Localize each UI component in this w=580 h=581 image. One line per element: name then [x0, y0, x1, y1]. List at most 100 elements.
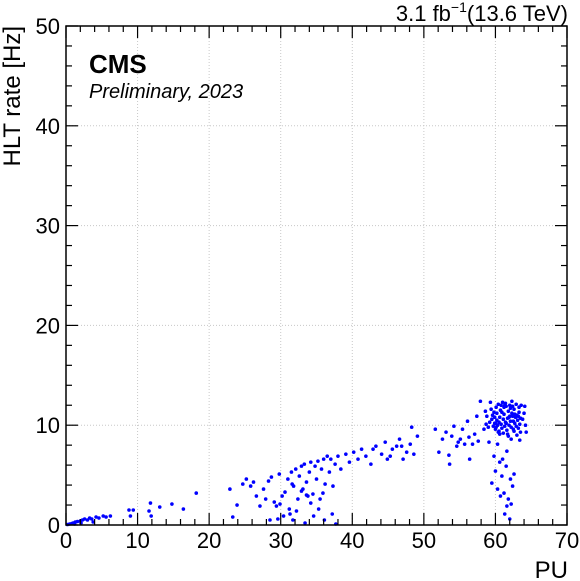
lumi-exponent: −1	[451, 0, 467, 15]
data-point	[512, 412, 517, 417]
x-tick-labels: 0 10 20 30 40 50 60 70	[60, 528, 579, 553]
data-point	[509, 502, 513, 506]
data-point	[497, 420, 501, 425]
data-point	[311, 514, 316, 518]
data-point	[497, 460, 502, 464]
data-point	[511, 419, 516, 424]
data-point	[512, 429, 516, 433]
data-point	[512, 407, 516, 412]
data-point	[496, 402, 501, 407]
data-point	[276, 517, 280, 521]
data-point	[268, 518, 272, 522]
data-point	[494, 405, 498, 410]
data-point	[524, 430, 529, 434]
data-point	[409, 425, 414, 429]
y-tick-labels: 0 10 20 30 40 50	[36, 14, 60, 538]
data-point	[383, 440, 388, 444]
x-tick-label: 60	[483, 528, 507, 553]
data-point	[517, 422, 522, 427]
data-point	[522, 411, 526, 416]
data-point	[495, 411, 499, 416]
data-point	[404, 450, 409, 454]
data-point	[307, 470, 312, 474]
data-point	[379, 452, 384, 456]
data-point	[294, 509, 299, 513]
data-point	[254, 494, 259, 498]
data-point	[235, 503, 239, 507]
x-tick-label: 0	[60, 528, 72, 553]
data-point	[444, 430, 448, 434]
axis-ticks	[65, 25, 568, 526]
data-point	[131, 508, 136, 512]
data-point	[493, 421, 498, 426]
data-point	[319, 467, 324, 471]
x-tick-label: 30	[268, 528, 292, 553]
data-point	[492, 410, 496, 415]
data-point	[316, 507, 321, 511]
data-point	[465, 419, 470, 424]
data-point	[415, 434, 420, 438]
data-point	[157, 505, 162, 509]
data-point	[325, 454, 330, 458]
data-point	[308, 460, 313, 464]
data-point	[505, 428, 509, 432]
data-point	[272, 500, 277, 504]
data-point	[510, 399, 514, 404]
data-point	[286, 477, 290, 481]
data-point	[390, 447, 395, 451]
data-point	[356, 457, 360, 461]
data-point	[517, 410, 521, 415]
data-point	[311, 492, 315, 496]
data-point	[251, 480, 256, 484]
y-tick-label: 30	[36, 214, 60, 239]
data-point	[329, 457, 333, 461]
data-point	[452, 424, 456, 428]
data-point	[515, 433, 519, 437]
data-point	[291, 518, 295, 522]
y-tick-label: 40	[36, 114, 60, 139]
data-point	[412, 452, 416, 456]
data-point	[128, 514, 133, 518]
data-point	[347, 460, 352, 464]
data-point	[504, 464, 508, 468]
data-point	[401, 457, 405, 461]
data-point	[397, 437, 402, 441]
data-point	[344, 452, 348, 456]
data-point	[516, 426, 521, 430]
data-point	[502, 491, 506, 495]
data-point	[509, 437, 513, 441]
data-point	[297, 474, 302, 478]
lumi-value: 3.1 fb	[396, 1, 451, 26]
data-point	[467, 435, 471, 439]
data-point	[240, 482, 245, 486]
data-point	[490, 417, 494, 422]
data-point	[371, 447, 375, 451]
data-point	[299, 489, 304, 493]
data-point	[500, 457, 505, 461]
data-point	[512, 472, 516, 476]
data-point	[374, 444, 378, 448]
data-point	[523, 423, 528, 428]
data-point	[456, 440, 461, 444]
data-point	[500, 410, 504, 415]
data-point	[506, 497, 511, 501]
data-point	[486, 425, 491, 429]
data-point	[399, 444, 404, 448]
data-point	[472, 432, 477, 436]
preliminary-label: Preliminary, 2023	[89, 81, 243, 103]
data-point	[497, 415, 502, 420]
data-point	[491, 424, 496, 428]
data-point	[94, 515, 98, 519]
data-point	[502, 424, 507, 428]
luminosity-label: 3.1 fb−1(13.6 TeV)	[396, 0, 568, 26]
data-point	[500, 400, 505, 405]
data-point	[323, 482, 327, 486]
data-point	[510, 484, 515, 488]
data-point	[280, 494, 284, 498]
data-point	[504, 421, 508, 426]
data-point	[478, 399, 483, 404]
data-point	[495, 487, 500, 491]
x-axis-title: PU	[535, 557, 568, 581]
data-point	[351, 450, 356, 454]
data-point	[508, 406, 513, 411]
